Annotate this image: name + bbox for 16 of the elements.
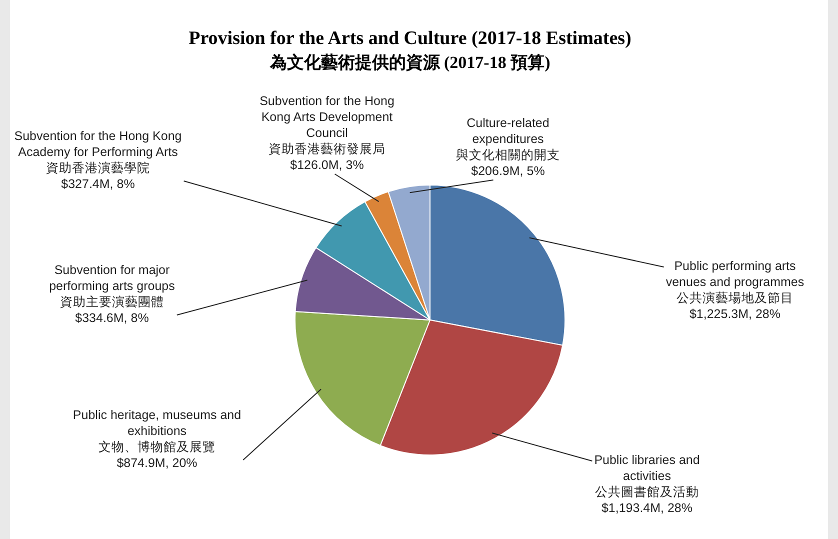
slice-label: Culture-related expenditures 與文化相關的開支: [456, 116, 560, 162]
data-label: $327.4M, 8%: [61, 177, 135, 191]
data-label: $334.6M, 8%: [75, 311, 149, 325]
slice-label: Public performing arts venues and programmes 公共演藝場地及節目: [666, 259, 804, 305]
slice-label: Subvention for the Hong Kong Arts Development Council 資助香港藝術發展局: [260, 94, 394, 156]
chart-subtitle: 為文化藝術提供的資源 (2017-18 預算): [268, 53, 550, 72]
data-label: $126.0M, 3%: [290, 158, 364, 172]
data-label: $206.9M, 5%: [471, 164, 545, 178]
slice-label: Public heritage, museums and exhibitions 文物、博物館及展覽: [72, 408, 242, 454]
data-label: $874.9M, 20%: [116, 456, 198, 470]
chart-title: Provision for the Arts and Culture (2017-18 Estimates): [188, 28, 632, 49]
slice-label: Subvention for major performing arts groups 資助主要演藝團體: [49, 263, 175, 309]
slice-label: Subvention for the Hong Kong Academy for Performing Arts 資助香港演藝學院: [14, 129, 182, 175]
data-label: $1,225.3M, 28%: [689, 307, 781, 321]
slice-label: Public libraries and activities 公共圖書館及活動: [594, 453, 700, 499]
data-label: $1,193.4M, 28%: [601, 501, 693, 515]
